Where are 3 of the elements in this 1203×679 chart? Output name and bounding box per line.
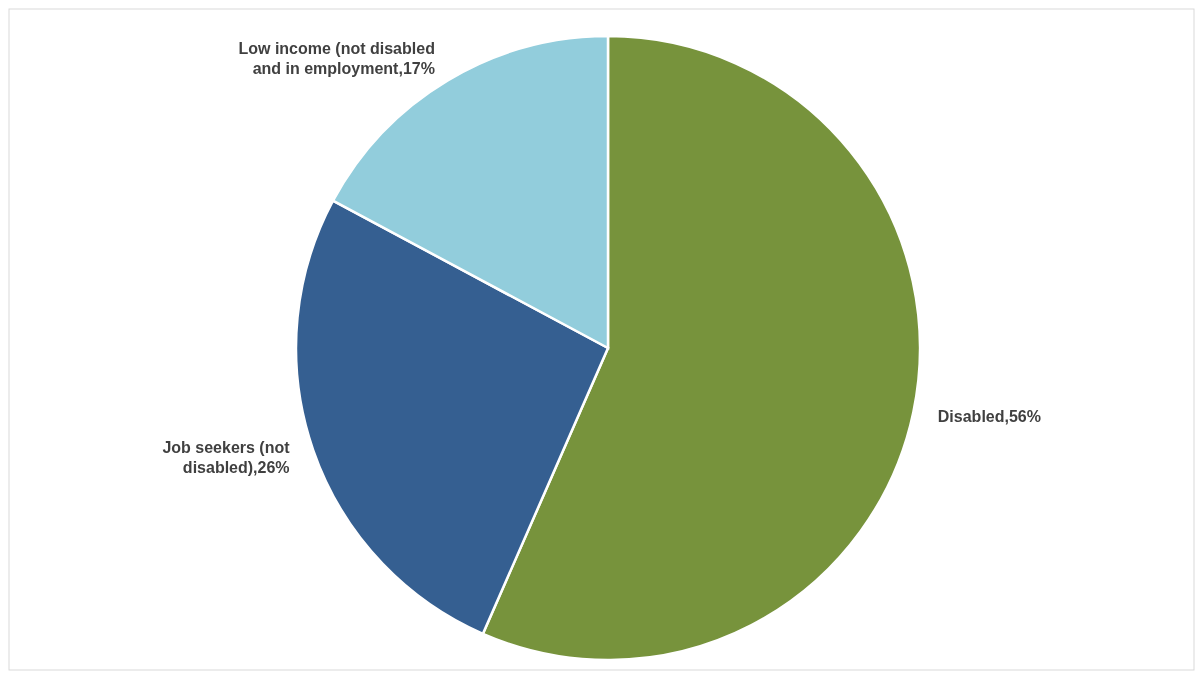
- slice-label: Job seekers (not disabled),26%: [162, 439, 291, 477]
- slice-label: Disabled,56%: [937, 408, 1041, 426]
- slice-label: Low income (not disabled and in employment,17%: [238, 39, 435, 77]
